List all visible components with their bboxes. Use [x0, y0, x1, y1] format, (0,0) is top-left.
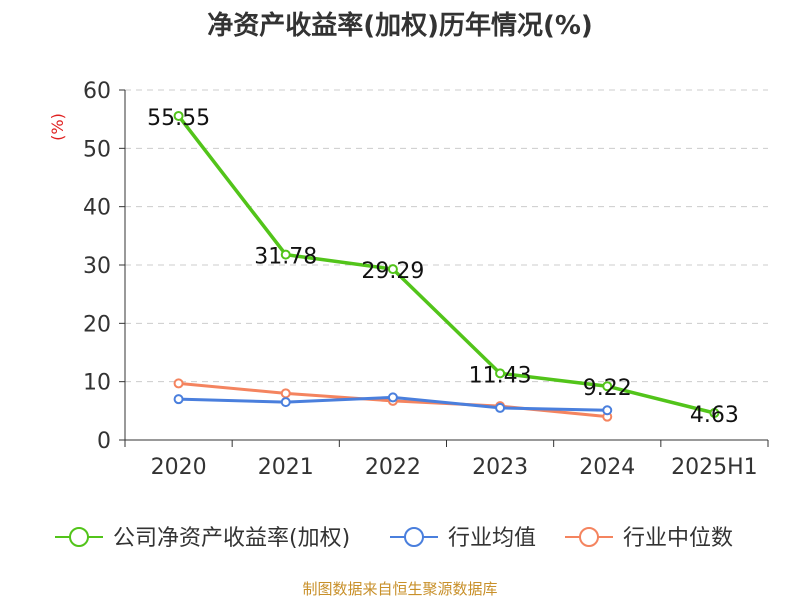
- data-label: 4.63: [690, 403, 739, 428]
- data-label: 31.78: [254, 245, 317, 270]
- series-point-1: [495, 402, 506, 413]
- y-tick-label: 50: [83, 137, 111, 162]
- legend-swatch-marker: [69, 527, 89, 547]
- y-tick-label: 10: [83, 371, 111, 396]
- legend-item-2[interactable]: 行业中位数: [565, 526, 733, 551]
- series-point-1: [387, 392, 398, 403]
- x-tick-label: 2025H1: [671, 455, 758, 480]
- series-point-0: [495, 368, 506, 379]
- series-point-1: [173, 394, 184, 405]
- y-tick-label: 30: [83, 254, 111, 279]
- series-point-1: [602, 405, 613, 416]
- legend-label: 行业均值: [448, 526, 536, 551]
- series-point-0: [280, 249, 291, 260]
- source-note: 制图数据来自恒生聚源数据库: [302, 580, 497, 598]
- series-point-0: [602, 381, 613, 392]
- legend-label: 行业中位数: [623, 526, 733, 551]
- x-tick-label: 2020: [151, 455, 207, 480]
- series-point-0: [709, 407, 720, 418]
- x-tick-label: 2024: [579, 455, 635, 480]
- x-tick-label: 2022: [365, 455, 421, 480]
- y-tick-label: 60: [83, 79, 111, 104]
- data-labels: 55.55 31.78 29.29 11.43 9.22 4.63: [147, 106, 739, 428]
- data-label: 29.29: [361, 259, 424, 284]
- data-label: 11.43: [469, 363, 532, 388]
- legend-swatch-marker: [404, 527, 424, 547]
- x-tick-label: 2023: [472, 455, 528, 480]
- series-point-1: [280, 397, 291, 408]
- series-point-2: [280, 388, 291, 399]
- legend-item-0[interactable]: 公司净资产收益率(加权): [55, 526, 350, 551]
- y-tick-label: 0: [97, 429, 111, 454]
- y-tick-label: 40: [83, 196, 111, 221]
- data-label: 55.55: [147, 106, 210, 131]
- grid-lines: [125, 89, 768, 383]
- legend-label: 公司净资产收益率(加权): [113, 526, 350, 551]
- series-layer: [173, 110, 720, 422]
- series-point-2: [173, 378, 184, 389]
- series-line-0: [177, 114, 715, 415]
- legend-swatch-marker: [579, 527, 599, 547]
- legend-item-1[interactable]: 行业均值: [390, 526, 536, 551]
- axes: 0 10 20 30 40 50 60 2020 2021 2022 2023 2024 2025H1: [83, 79, 769, 480]
- legend: 公司净资产收益率(加权) 行业均值 行业中位数: [55, 526, 733, 551]
- y-axis-unit: (%): [48, 113, 67, 141]
- series-point-0: [387, 264, 398, 275]
- chart-title: 净资产收益率(加权)历年情况(%): [207, 10, 593, 41]
- y-tick-label: 20: [83, 312, 111, 337]
- x-tick-label: 2021: [258, 455, 314, 480]
- data-label: 9.22: [583, 376, 632, 401]
- series-point-0: [173, 110, 184, 121]
